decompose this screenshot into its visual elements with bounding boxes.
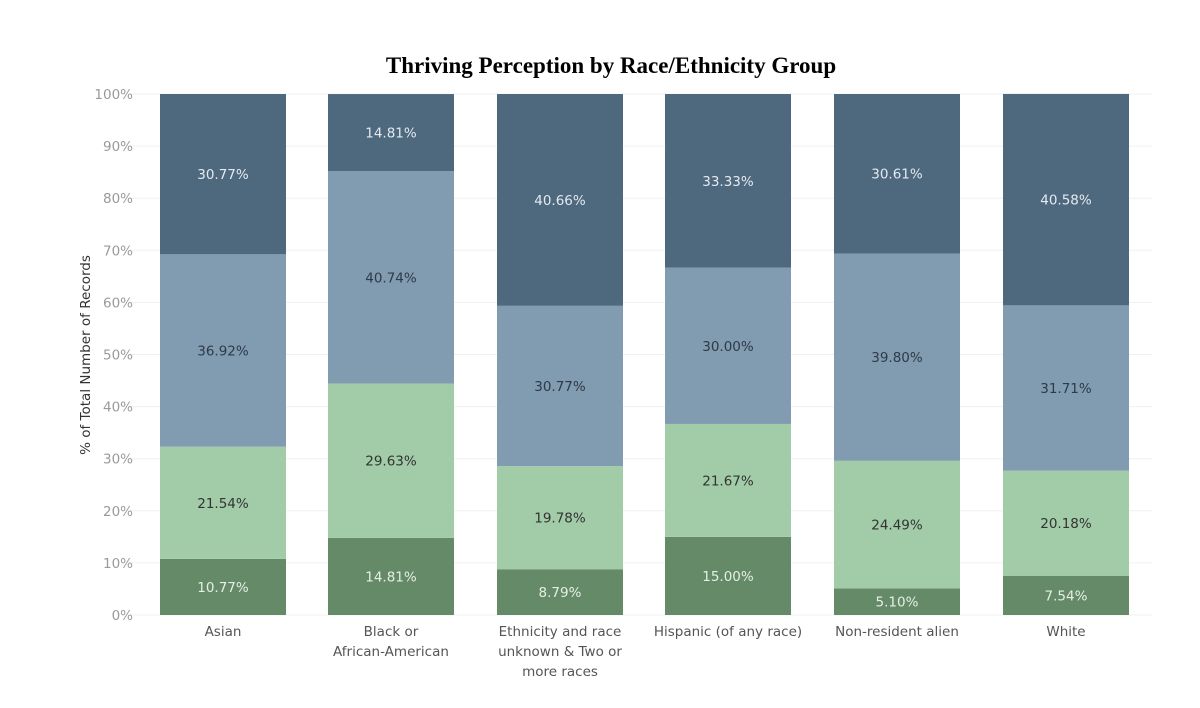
- bar-segment: [497, 94, 623, 306]
- data-label: 31.71%: [1040, 381, 1092, 397]
- y-tick-label: 70%: [103, 243, 133, 259]
- data-label: 10.77%: [197, 580, 249, 596]
- data-labels: 10.77% 21.54% 36.92% 30.77% 14.81% 29.63% 40.7…: [197, 126, 1092, 611]
- data-label: 21.67%: [702, 473, 754, 489]
- bar-segment: [665, 423, 791, 537]
- data-label: 30.61%: [871, 167, 923, 183]
- y-axis-ticks: 0% 10% 20% 30% 40% 50% 60% 70% 80% 90% 100%: [94, 87, 133, 624]
- bar-segment: [1003, 305, 1129, 471]
- bar-segment: [1003, 470, 1129, 576]
- bar-segment: [328, 171, 454, 384]
- data-label: 14.81%: [365, 126, 417, 142]
- y-tick-label: 20%: [103, 504, 133, 520]
- bar-segment: [497, 569, 623, 615]
- bar-segment: [497, 305, 623, 467]
- y-tick-label: 60%: [103, 295, 133, 311]
- y-tick-label: 100%: [94, 87, 133, 103]
- y-tick-label: 80%: [103, 191, 133, 207]
- x-category-label: Non-resident alien: [835, 624, 959, 640]
- bar-segment: [1003, 93, 1129, 306]
- data-label: 40.74%: [365, 270, 417, 286]
- bar-segment: [328, 383, 454, 538]
- data-label: 40.58%: [1040, 193, 1092, 209]
- x-category-label: Black or African-American: [333, 624, 449, 660]
- bar-segment: [834, 94, 960, 254]
- bar-segment: [665, 267, 791, 424]
- bar-segment: [834, 588, 960, 615]
- y-tick-label: 40%: [103, 400, 133, 416]
- y-axis-label: % of Total Number of Records: [78, 255, 94, 455]
- data-label: 30.77%: [534, 379, 586, 395]
- bar-segment: [665, 536, 791, 615]
- bar-segment: [834, 460, 960, 589]
- chart-title: Thriving Perception by Race/Ethnicity Gr…: [386, 53, 836, 78]
- gridlines: [130, 93, 1152, 616]
- bar-segment: [328, 94, 454, 172]
- data-label: 20.18%: [1040, 516, 1092, 532]
- x-category-label: Asian: [205, 624, 242, 640]
- y-tick-label: 0%: [112, 608, 134, 624]
- x-category-label: Hispanic (of any race): [654, 624, 802, 640]
- x-axis-categories: Asian Black or African-American Ethnicity a…: [205, 624, 1086, 680]
- data-label: 21.54%: [197, 496, 249, 512]
- bar-segment: [328, 537, 454, 615]
- bar-segment: [834, 253, 960, 461]
- data-label: 29.63%: [365, 454, 417, 470]
- bar-segment: [160, 94, 286, 255]
- data-label: 39.80%: [871, 350, 923, 366]
- y-tick-label: 50%: [103, 348, 133, 364]
- data-label: 19.78%: [534, 511, 586, 527]
- x-category-label: White: [1046, 624, 1085, 640]
- bars: [160, 93, 1129, 615]
- bar-segment: [1003, 575, 1129, 615]
- data-label: 36.92%: [197, 343, 249, 359]
- data-label: 14.81%: [365, 569, 417, 585]
- bar-segment: [497, 466, 623, 570]
- y-tick-label: 10%: [103, 556, 133, 572]
- data-label: 30.77%: [197, 167, 249, 183]
- y-tick-label: 30%: [103, 452, 133, 468]
- data-label: 8.79%: [539, 585, 582, 601]
- data-label: 5.10%: [876, 595, 919, 611]
- bar-segment: [665, 94, 791, 268]
- data-label: 24.49%: [871, 518, 923, 534]
- bar-segment: [160, 254, 286, 447]
- data-label: 7.54%: [1045, 588, 1088, 604]
- data-label: 33.33%: [702, 174, 754, 190]
- bar-segment: [160, 446, 286, 559]
- y-tick-label: 90%: [103, 139, 133, 155]
- data-label: 40.66%: [534, 193, 586, 209]
- bar-segment: [160, 558, 286, 615]
- data-label: 30.00%: [702, 339, 754, 355]
- x-category-label: Ethnicity and race unknown & Two or more r…: [498, 624, 622, 680]
- data-label: 15.00%: [702, 569, 754, 585]
